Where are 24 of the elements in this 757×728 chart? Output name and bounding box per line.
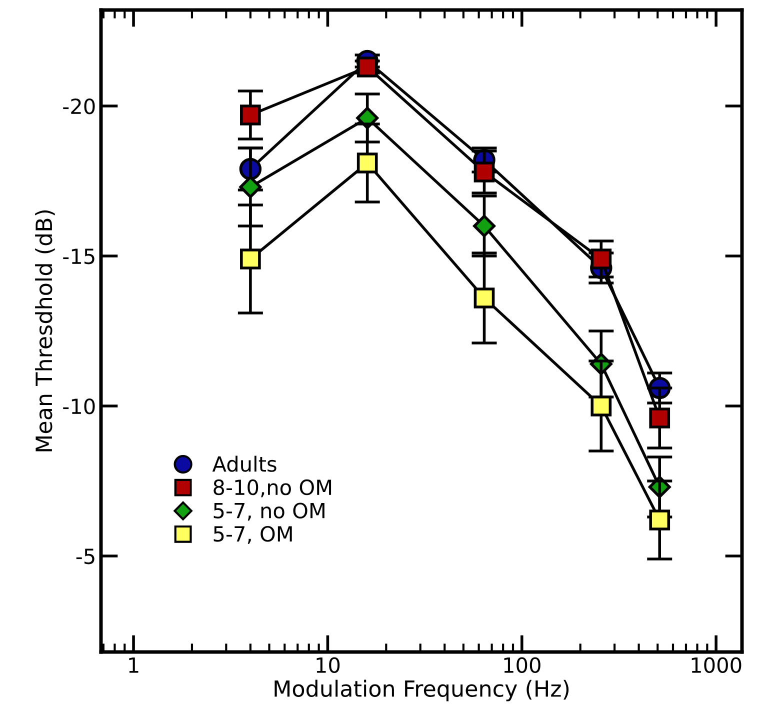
point xyxy=(356,152,378,174)
point xyxy=(473,214,496,238)
point xyxy=(239,176,262,198)
y-tick-label: -10 xyxy=(63,398,95,414)
point xyxy=(590,248,612,270)
y-tick-label: -5 xyxy=(76,548,94,564)
point xyxy=(474,162,495,182)
point xyxy=(356,56,378,78)
y-axis-title: Mean Thresdhold (dB) xyxy=(35,210,55,452)
legend-label: 5-7, no OM xyxy=(214,502,324,521)
x-axis-title: Modulation Frequency (Hz) xyxy=(274,680,569,702)
point xyxy=(240,248,261,270)
x-tick-label: 1 xyxy=(129,658,138,673)
legend-label: 8-10,no OM xyxy=(214,479,332,498)
y-tick-label: -15 xyxy=(63,248,94,264)
x-tick-label: 10 xyxy=(316,657,340,673)
legend-label: 5-7, OM xyxy=(214,526,292,544)
x-tick-label: 1000 xyxy=(692,657,742,673)
point xyxy=(474,288,495,308)
x-tick-label: 100 xyxy=(504,657,540,673)
point xyxy=(240,104,261,126)
point xyxy=(590,396,612,416)
y-tick-label: -20 xyxy=(63,98,95,114)
legend-label: Adults xyxy=(212,456,276,472)
